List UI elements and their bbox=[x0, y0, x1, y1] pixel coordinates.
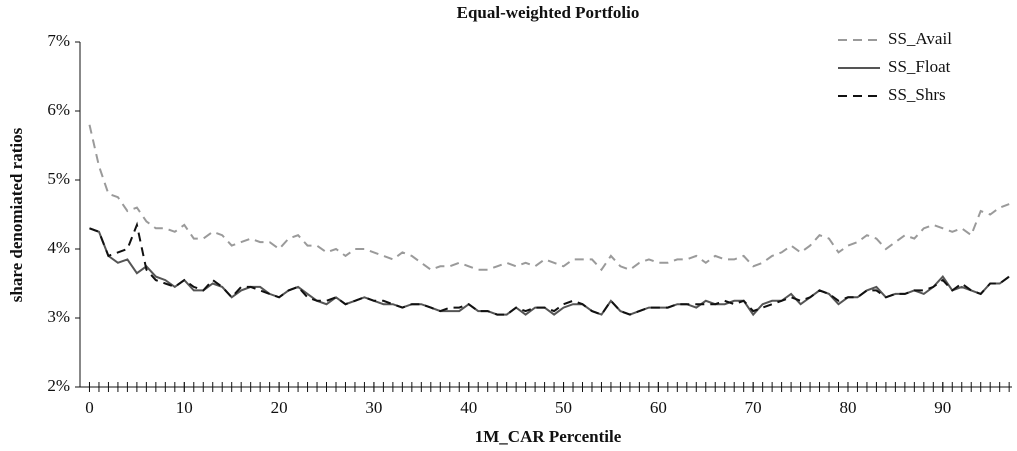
x-tick-label: 50 bbox=[555, 398, 572, 417]
legend-label: SS_Float bbox=[888, 57, 951, 76]
y-tick-label: 7% bbox=[47, 31, 70, 50]
chart-title: Equal-weighted Portfolio bbox=[457, 3, 640, 22]
x-tick-label: 20 bbox=[271, 398, 288, 417]
y-tick-label: 3% bbox=[47, 307, 70, 326]
x-tick-label: 70 bbox=[745, 398, 762, 417]
y-axis-label: share denomiated ratios bbox=[7, 127, 26, 302]
legend-label: SS_Avail bbox=[888, 29, 952, 48]
y-tick-label: 5% bbox=[47, 169, 70, 188]
y-tick-label: 6% bbox=[47, 100, 70, 119]
x-tick-label: 0 bbox=[85, 398, 94, 417]
series-line bbox=[88, 124, 1010, 272]
y-tick-label: 4% bbox=[47, 238, 70, 257]
legend-label: SS_Shrs bbox=[888, 85, 946, 104]
x-tick-label: 80 bbox=[839, 398, 856, 417]
x-tick-label: 60 bbox=[650, 398, 667, 417]
x-tick-label: 30 bbox=[365, 398, 382, 417]
x-tick-label: 10 bbox=[176, 398, 193, 417]
series-line bbox=[89, 227, 1010, 317]
y-tick-label: 2% bbox=[47, 376, 70, 395]
series-line bbox=[89, 221, 1010, 316]
x-tick-label: 90 bbox=[934, 398, 951, 417]
x-tick-label: 40 bbox=[460, 398, 477, 417]
x-axis-label: 1M_CAR Percentile bbox=[475, 427, 622, 446]
